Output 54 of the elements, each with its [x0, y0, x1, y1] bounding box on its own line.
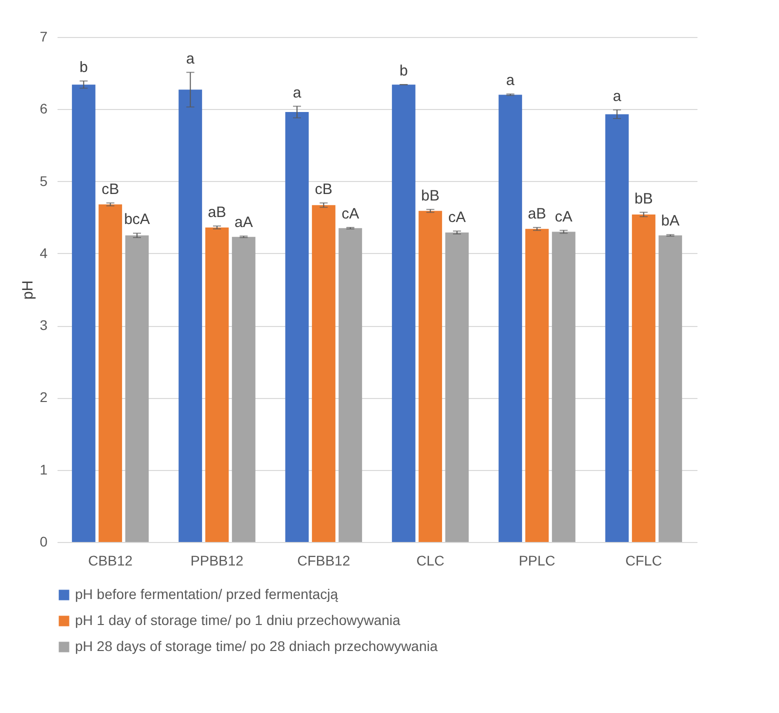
y-tick-label: 6 [40, 100, 48, 117]
bar [72, 84, 96, 542]
bar [98, 204, 122, 542]
data-label: cB [314, 180, 332, 198]
x-tick-label: PPBB12 [190, 552, 244, 568]
y-tick-label: 2 [40, 389, 48, 406]
y-tick-label: 0 [40, 534, 48, 550]
bar [392, 84, 416, 542]
y-tick-label: 1 [40, 461, 48, 478]
bar [525, 228, 549, 542]
bar [232, 236, 256, 542]
legend-label: pH 1 day of storage time/ po 1 dniu przechowywania [75, 612, 401, 628]
data-label: cA [554, 208, 572, 226]
bar [552, 232, 576, 542]
bar [285, 112, 309, 542]
data-label: a [186, 50, 196, 68]
data-label: bA [661, 212, 680, 230]
bar [338, 228, 362, 542]
data-label: aB [528, 205, 546, 222]
y-tick-label: 4 [40, 244, 48, 261]
data-label: aB [208, 204, 226, 222]
y-tick-label: 3 [40, 317, 48, 334]
data-label: bcA [124, 211, 150, 228]
bar [658, 235, 682, 542]
data-label: a [292, 84, 302, 102]
data-label: bB [634, 190, 653, 208]
data-label: aA [234, 214, 253, 232]
data-label: cA [448, 209, 466, 226]
x-tick-label: PPLC [518, 552, 556, 568]
data-label: bB [421, 187, 440, 204]
data-label: a [506, 72, 516, 89]
data-label: b [79, 59, 88, 76]
bar [632, 214, 656, 542]
legend-label: pH 28 days of storage time/ po 28 dniach przechowywania [75, 638, 438, 654]
x-tick-label: CLC [416, 552, 444, 568]
bar [125, 235, 149, 542]
bar [312, 205, 336, 542]
data-label: cA [342, 205, 360, 222]
y-tick-label: 7 [40, 28, 48, 44]
bar [498, 94, 522, 542]
data-label: b [399, 62, 408, 80]
bar [605, 114, 629, 542]
x-tick-label: CFLC [625, 552, 662, 568]
data-label: cB [102, 180, 120, 198]
x-tick-label: CBB12 [88, 552, 133, 568]
bar [445, 232, 469, 542]
bar [205, 227, 229, 542]
bar [178, 90, 202, 542]
y-axis-title: pH [20, 280, 37, 300]
x-tick-label: CFBB12 [297, 552, 350, 568]
legend-label: pH before fermentation/ przed fermentacją [75, 586, 338, 602]
data-label: a [612, 88, 622, 105]
y-tick-label: 5 [40, 172, 48, 189]
bar [418, 210, 442, 542]
